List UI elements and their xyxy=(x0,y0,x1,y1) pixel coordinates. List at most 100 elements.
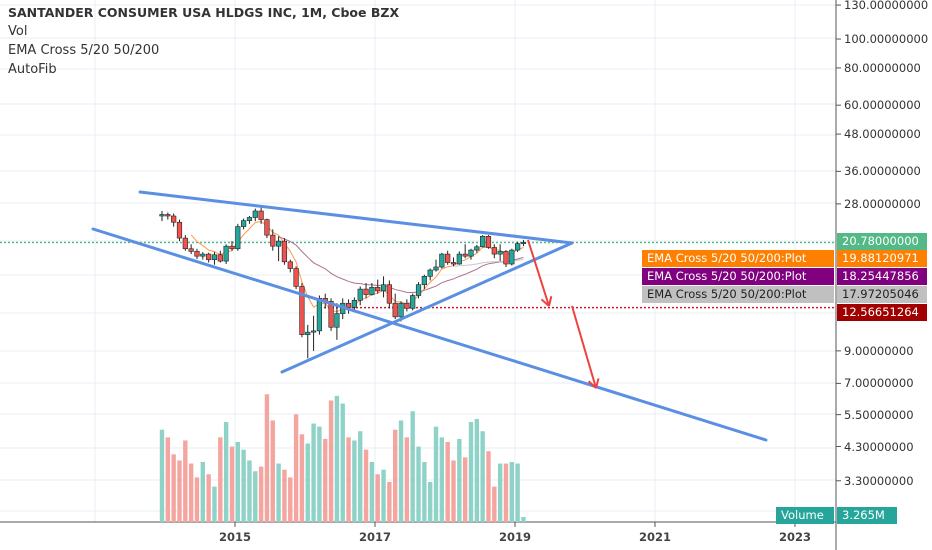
volume-bar xyxy=(369,462,375,522)
candle-body xyxy=(450,262,457,265)
volume-bar xyxy=(328,400,334,522)
price-tick-label: 48.00000000 xyxy=(844,127,921,142)
candle-body xyxy=(217,254,223,262)
candle-body xyxy=(375,287,381,292)
volume-bar xyxy=(171,454,176,522)
volume-bar xyxy=(165,437,171,522)
price-tick-label: 4.30000000 xyxy=(844,439,914,454)
time-tick-2015: 2015 xyxy=(218,530,252,544)
ema-5-line xyxy=(190,220,524,313)
price-tick-label: 36.00000000 xyxy=(844,164,921,179)
volume-value-tag: 3.265M xyxy=(837,507,897,524)
volume-bar xyxy=(264,394,270,522)
volume-bar xyxy=(276,463,281,522)
last-price-tag: 20.78000000 xyxy=(837,233,927,250)
candle-body xyxy=(252,210,258,218)
candle-body xyxy=(357,288,363,301)
candle-body xyxy=(316,298,323,332)
volume-bar xyxy=(229,446,235,522)
volume-bar xyxy=(247,460,252,522)
projection-arrow xyxy=(527,239,550,307)
ema3-label: EMA Cross 5/20 50/200:Plot xyxy=(642,286,834,303)
legend-ema-cross[interactable]: EMA Cross 5/20 50/200 xyxy=(8,43,160,58)
volume-bar xyxy=(363,449,369,522)
volume-bar xyxy=(468,422,474,522)
legend-vol[interactable]: Vol xyxy=(8,24,28,39)
volume-bar xyxy=(474,418,480,522)
volume-bar xyxy=(404,437,410,522)
arrow-head-icon xyxy=(595,378,600,389)
candle-body xyxy=(293,268,299,287)
ema2-label: EMA Cross 5/20 50/200:Plot xyxy=(642,268,834,285)
candle-body xyxy=(246,217,253,221)
volume-bar xyxy=(433,426,439,522)
candle-body xyxy=(235,226,241,250)
candle-body xyxy=(520,242,527,244)
ema-20-line xyxy=(278,236,524,294)
ema2-value-tag: 18.25447856 xyxy=(837,268,927,285)
volume-bar xyxy=(212,486,217,522)
price-tick-label: 5.50000000 xyxy=(844,407,914,422)
time-tick-2021: 2021 xyxy=(638,530,672,544)
candle-body xyxy=(287,261,293,269)
volume-bar xyxy=(258,466,264,522)
time-tick-2017: 2017 xyxy=(358,530,392,544)
projection-arrow xyxy=(571,305,597,389)
arrow-head-icon xyxy=(540,298,550,307)
volume-bar xyxy=(346,437,351,522)
price-tick-label: 9.00000000 xyxy=(844,343,914,358)
candle-body xyxy=(456,253,462,265)
volume-bar xyxy=(288,477,293,522)
volume-bar xyxy=(375,474,380,522)
candle-body xyxy=(474,246,480,251)
candle-body xyxy=(433,266,439,271)
volume-bar xyxy=(206,474,211,522)
volume-bar xyxy=(194,477,200,522)
volume-bar xyxy=(457,438,462,522)
price-tick-label: 7.00000000 xyxy=(844,376,914,391)
time-tick-2023: 2023 xyxy=(778,530,812,544)
candle-body xyxy=(439,253,445,268)
volume-bar xyxy=(486,451,491,522)
ema3-value-tag: 17.97205046 xyxy=(837,286,927,303)
time-tick-2019: 2019 xyxy=(498,530,532,544)
legend-autofib[interactable]: AutoFib xyxy=(8,62,57,77)
candle-body xyxy=(171,215,177,223)
candle-body xyxy=(305,331,311,335)
volume-bar xyxy=(293,414,299,522)
candle-body xyxy=(176,221,183,239)
candle-body xyxy=(200,253,206,257)
volume-bar xyxy=(503,463,509,522)
volume-bar xyxy=(492,486,497,522)
candle-body xyxy=(165,214,171,217)
candle-body xyxy=(188,248,194,252)
candle-body xyxy=(351,299,357,308)
candle-body xyxy=(363,288,369,295)
chart-legend: SANTANDER CONSUMER USA HLDGS INC, 1M, Cb… xyxy=(8,3,399,79)
candle-body xyxy=(229,245,235,250)
target-price-tag: 12.56651264 xyxy=(837,304,927,321)
candle-body xyxy=(415,284,422,296)
candle-body xyxy=(223,245,229,262)
volume-bar xyxy=(223,422,229,522)
rising-trendline xyxy=(280,241,574,374)
candle-body xyxy=(480,235,486,248)
price-tick-label: 100.00000000 xyxy=(844,32,929,47)
price-tick-label: 60.00000000 xyxy=(844,98,921,113)
price-tick-label: 130.00000000 xyxy=(844,0,929,13)
candle-body xyxy=(334,313,340,328)
candle-body xyxy=(194,251,200,257)
price-tick-label: 80.00000000 xyxy=(844,60,921,75)
volume-bar xyxy=(159,429,165,522)
candle-body xyxy=(211,254,218,260)
arrow-head-icon xyxy=(587,380,597,389)
candle-body xyxy=(485,235,492,248)
candle-body xyxy=(241,220,247,227)
volume-bar xyxy=(381,469,386,522)
candle-body xyxy=(410,295,416,309)
volume-bar xyxy=(393,429,398,522)
volume-bar xyxy=(445,442,450,522)
candle-body xyxy=(503,251,509,265)
